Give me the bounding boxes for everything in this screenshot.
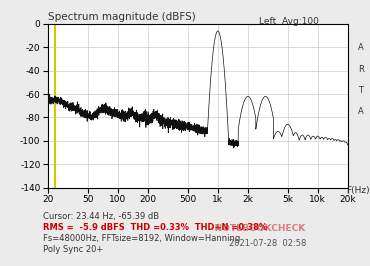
Text: Fs=48000Hz, FFTsize=8192, Window=Hanning: Fs=48000Hz, FFTsize=8192, Window=Hanning: [43, 234, 240, 243]
Text: F(Hz): F(Hz): [346, 186, 370, 195]
Text: Poly Sync 20+: Poly Sync 20+: [43, 245, 103, 254]
Text: Left  Avg:100: Left Avg:100: [259, 17, 319, 26]
Text: T: T: [358, 86, 363, 95]
Text: RMS =  -5.9 dBFS  THD =0.33%  THD+N =0.38%: RMS = -5.9 dBFS THD =0.33% THD+N =0.38%: [43, 223, 267, 232]
Text: Spectrum magnitude (dBFS): Spectrum magnitude (dBFS): [48, 12, 196, 22]
Text: Cursor: 23.44 Hz, -65.39 dB: Cursor: 23.44 Hz, -65.39 dB: [43, 213, 159, 222]
Text: 2021-07-28  02:58: 2021-07-28 02:58: [229, 239, 307, 248]
Text: R: R: [358, 65, 364, 74]
Text: A: A: [358, 107, 364, 116]
Text: ✓NOTEBOOKCHECK: ✓NOTEBOOKCHECK: [207, 224, 306, 233]
Text: A: A: [358, 43, 364, 52]
